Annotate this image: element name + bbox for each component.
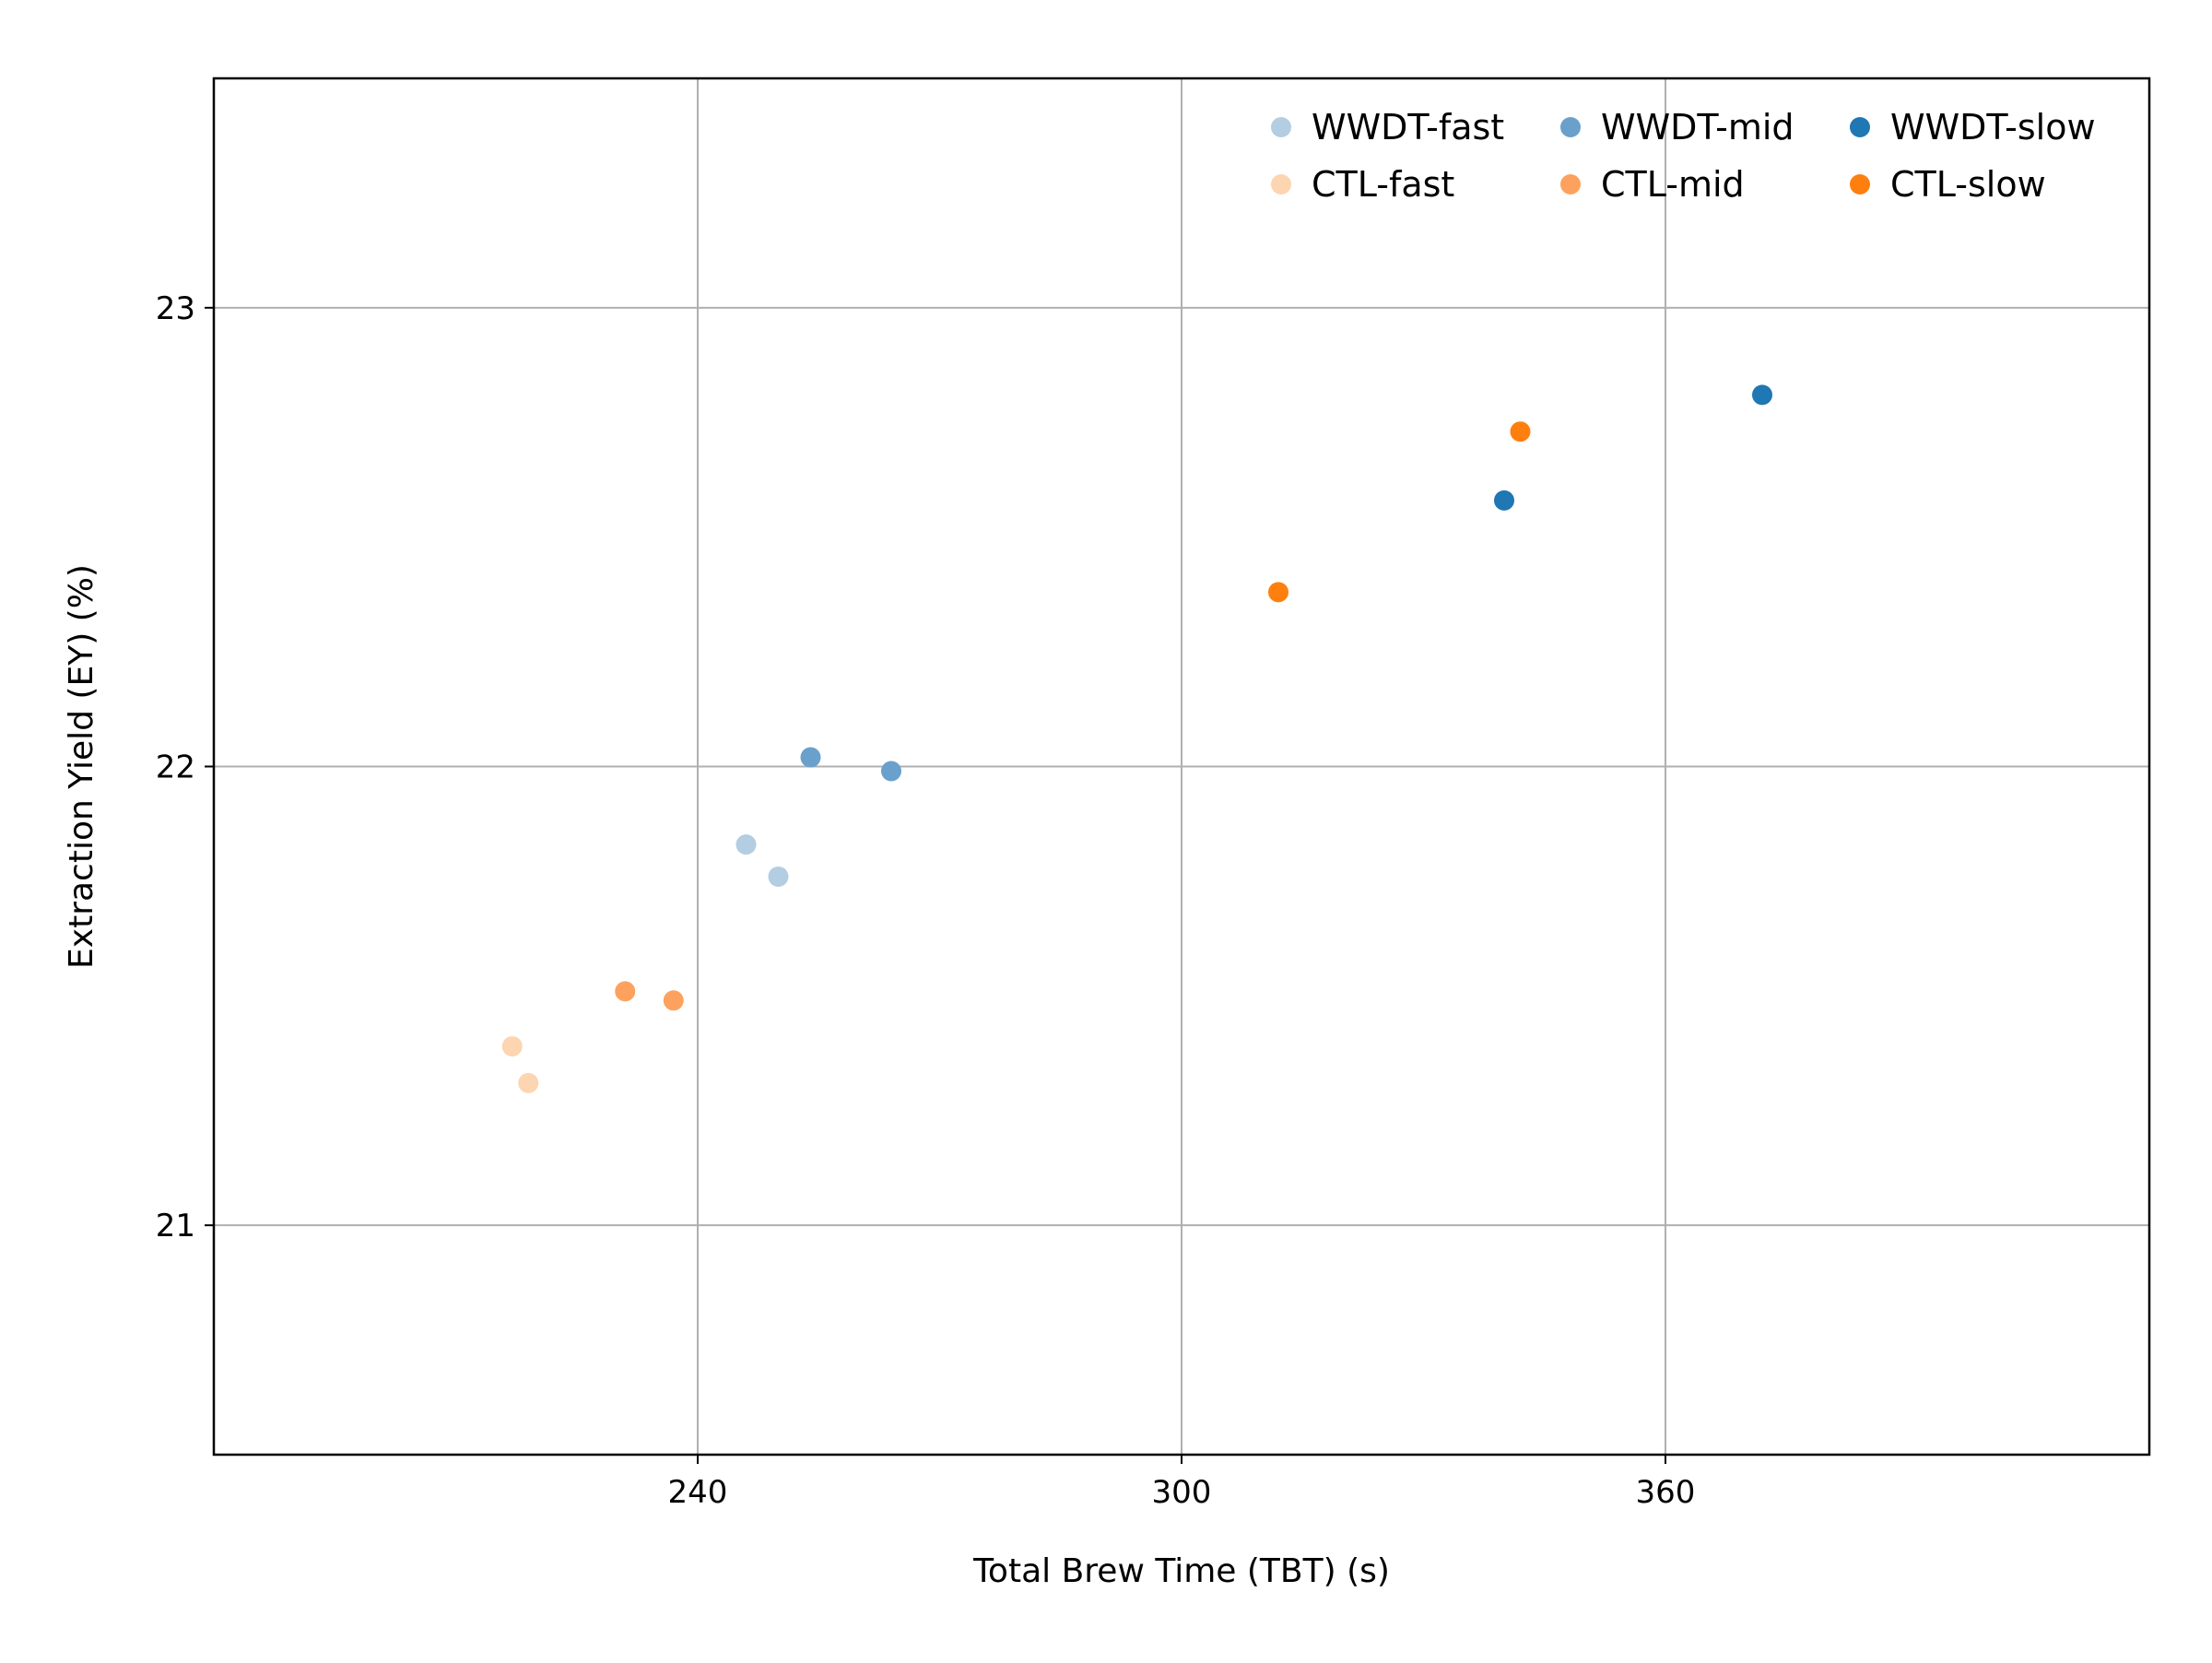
x-tick-label: 300 bbox=[1152, 1474, 1212, 1511]
data-point bbox=[881, 761, 901, 782]
data-point bbox=[735, 834, 757, 855]
legend-entry: WWDT-mid bbox=[1560, 107, 1794, 147]
legend-label: WWDT-mid bbox=[1601, 107, 1794, 147]
x-tick-label: 360 bbox=[1636, 1474, 1696, 1511]
x-tick-label: 240 bbox=[668, 1474, 728, 1511]
legend-marker bbox=[1271, 117, 1291, 137]
legend-marker bbox=[1850, 174, 1870, 195]
data-point bbox=[1494, 489, 1514, 511]
data-point bbox=[518, 1072, 539, 1093]
legend-label: CTL-fast bbox=[1312, 164, 1454, 205]
legend-marker bbox=[1560, 117, 1581, 137]
legend-entry: CTL-mid bbox=[1560, 164, 1745, 205]
data-point bbox=[1268, 582, 1288, 603]
data-point bbox=[501, 1036, 523, 1057]
legend-marker bbox=[1850, 117, 1870, 137]
legend-marker bbox=[1560, 174, 1581, 195]
data-point bbox=[663, 990, 684, 1011]
points-layer bbox=[501, 384, 1772, 1093]
legend-entry: CTL-fast bbox=[1271, 164, 1454, 205]
y-tick-label: 22 bbox=[156, 749, 195, 786]
data-point bbox=[1510, 421, 1531, 442]
data-point bbox=[615, 981, 636, 1002]
legend-label: CTL-mid bbox=[1601, 164, 1745, 205]
legend-label: WWDT-slow bbox=[1890, 107, 2096, 147]
legend: WWDT-fast WWDT-mid WWDT-slow CTL-fast CTL-mi… bbox=[1271, 107, 2096, 205]
legend-entry: WWDT-slow bbox=[1850, 107, 2096, 147]
data-point bbox=[1752, 384, 1772, 406]
y-tick-label: 23 bbox=[156, 290, 195, 327]
legend-marker bbox=[1271, 174, 1291, 195]
legend-entry: CTL-slow bbox=[1850, 164, 2046, 205]
legend-label: WWDT-fast bbox=[1312, 107, 1504, 147]
legend-label: CTL-slow bbox=[1890, 164, 2046, 205]
legend-entry: WWDT-fast bbox=[1271, 107, 1504, 147]
data-point bbox=[768, 866, 789, 887]
x-axis-label: Total Brew Time (TBT) (s) bbox=[972, 1552, 1390, 1590]
y-tick-label: 21 bbox=[156, 1208, 195, 1244]
data-point bbox=[800, 747, 821, 768]
y-axis-label: Extraction Yield (EY) (%) bbox=[63, 564, 100, 969]
ticks-layer: 240 300 360 21 22 23 bbox=[156, 290, 1696, 1511]
grid-layer bbox=[214, 78, 2149, 1455]
